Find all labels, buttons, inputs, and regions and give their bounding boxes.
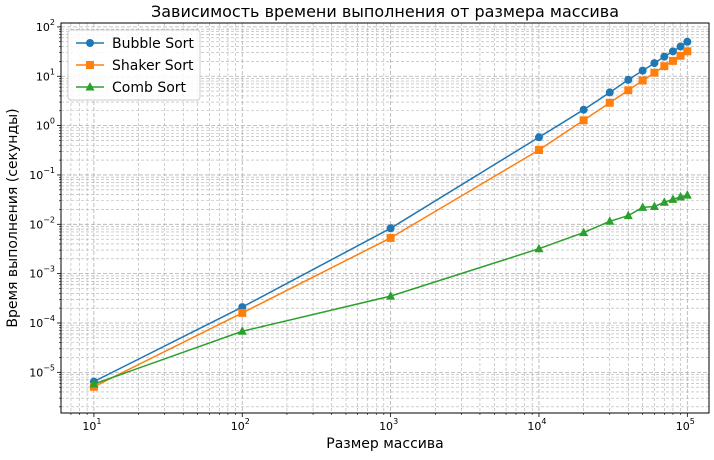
data-point-bubble-sort bbox=[386, 224, 395, 233]
x-axis-label: Размер массива bbox=[326, 436, 443, 452]
data-point-comb-sort bbox=[668, 194, 678, 203]
data-point-bubble-sort bbox=[624, 75, 633, 84]
data-point-bubble-sort bbox=[660, 52, 669, 61]
y-tick-label: 10−3 bbox=[29, 265, 55, 281]
data-point-comb-sort bbox=[534, 243, 544, 253]
data-point-shaker-sort bbox=[386, 233, 395, 242]
data-point-comb-sort bbox=[676, 191, 686, 201]
data-point-shaker-sort bbox=[660, 62, 669, 71]
legend: Bubble Sort Shaker Sort Comb Sort bbox=[67, 29, 201, 101]
legend-marker-shaker-sort bbox=[86, 61, 94, 69]
data-point-bubble-sort bbox=[638, 66, 647, 75]
data-point-shaker-sort bbox=[676, 51, 685, 60]
data-point-comb-sort bbox=[237, 326, 247, 335]
legend-label-shaker-sort: Shaker Sort bbox=[112, 58, 194, 74]
data-point-bubble-sort bbox=[579, 105, 588, 114]
data-point-comb-sort bbox=[659, 197, 669, 206]
y-tick-label: 10−2 bbox=[29, 215, 55, 231]
chart-title: Зависимость времени выполнения от размер… bbox=[151, 2, 619, 21]
y-tick-label: 102 bbox=[36, 18, 55, 34]
data-point-bubble-sort bbox=[534, 133, 543, 142]
plot-area bbox=[60, 22, 710, 414]
y-tick-label: 10−1 bbox=[29, 166, 55, 182]
legend-label-comb-sort: Comb Sort bbox=[112, 80, 187, 96]
legend-box bbox=[67, 29, 201, 101]
data-point-shaker-sort bbox=[683, 47, 692, 56]
y-axis-label: Время выполнения (секунды) bbox=[5, 108, 21, 327]
data-point-bubble-sort bbox=[676, 42, 685, 51]
data-point-comb-sort bbox=[89, 379, 99, 388]
axis-ticks: 101 102 103 104 10510−510−410−310−210−110010… bbox=[29, 18, 695, 433]
data-point-bubble-sort bbox=[605, 88, 614, 97]
series-bubble-sort bbox=[89, 37, 692, 386]
data-point-shaker-sort bbox=[534, 146, 543, 155]
data-point-comb-sort bbox=[623, 210, 633, 220]
data-point-comb-sort bbox=[682, 190, 692, 199]
series bbox=[89, 37, 692, 391]
data-point-comb-sort bbox=[605, 216, 615, 225]
data-point-shaker-sort bbox=[605, 98, 614, 107]
legend-label-bubble-sort: Bubble Sort bbox=[112, 36, 194, 52]
data-point-shaker-sort bbox=[668, 56, 677, 65]
series-shaker-sort bbox=[89, 47, 692, 391]
legend-marker-comb-sort bbox=[85, 82, 95, 91]
data-point-shaker-sort bbox=[650, 68, 659, 77]
data-point-comb-sort bbox=[386, 291, 396, 300]
y-tick-label: 10−5 bbox=[29, 363, 55, 379]
data-point-shaker-sort bbox=[624, 86, 633, 95]
data-point-shaker-sort bbox=[579, 116, 588, 125]
data-point-comb-sort bbox=[579, 227, 589, 237]
y-tick-label: 10−4 bbox=[29, 314, 55, 330]
data-point-bubble-sort bbox=[650, 59, 659, 68]
data-point-bubble-sort bbox=[668, 47, 677, 56]
data-point-comb-sort bbox=[649, 201, 659, 210]
data-point-shaker-sort bbox=[638, 76, 647, 85]
y-tick-label: 100 bbox=[36, 117, 55, 133]
grid bbox=[61, 23, 709, 413]
data-point-comb-sort bbox=[638, 202, 648, 211]
series-comb-sort bbox=[89, 190, 692, 388]
y-tick-label: 101 bbox=[36, 67, 55, 83]
legend-marker-bubble-sort bbox=[86, 39, 94, 47]
data-point-shaker-sort bbox=[238, 308, 247, 317]
data-point-bubble-sort bbox=[683, 37, 692, 46]
